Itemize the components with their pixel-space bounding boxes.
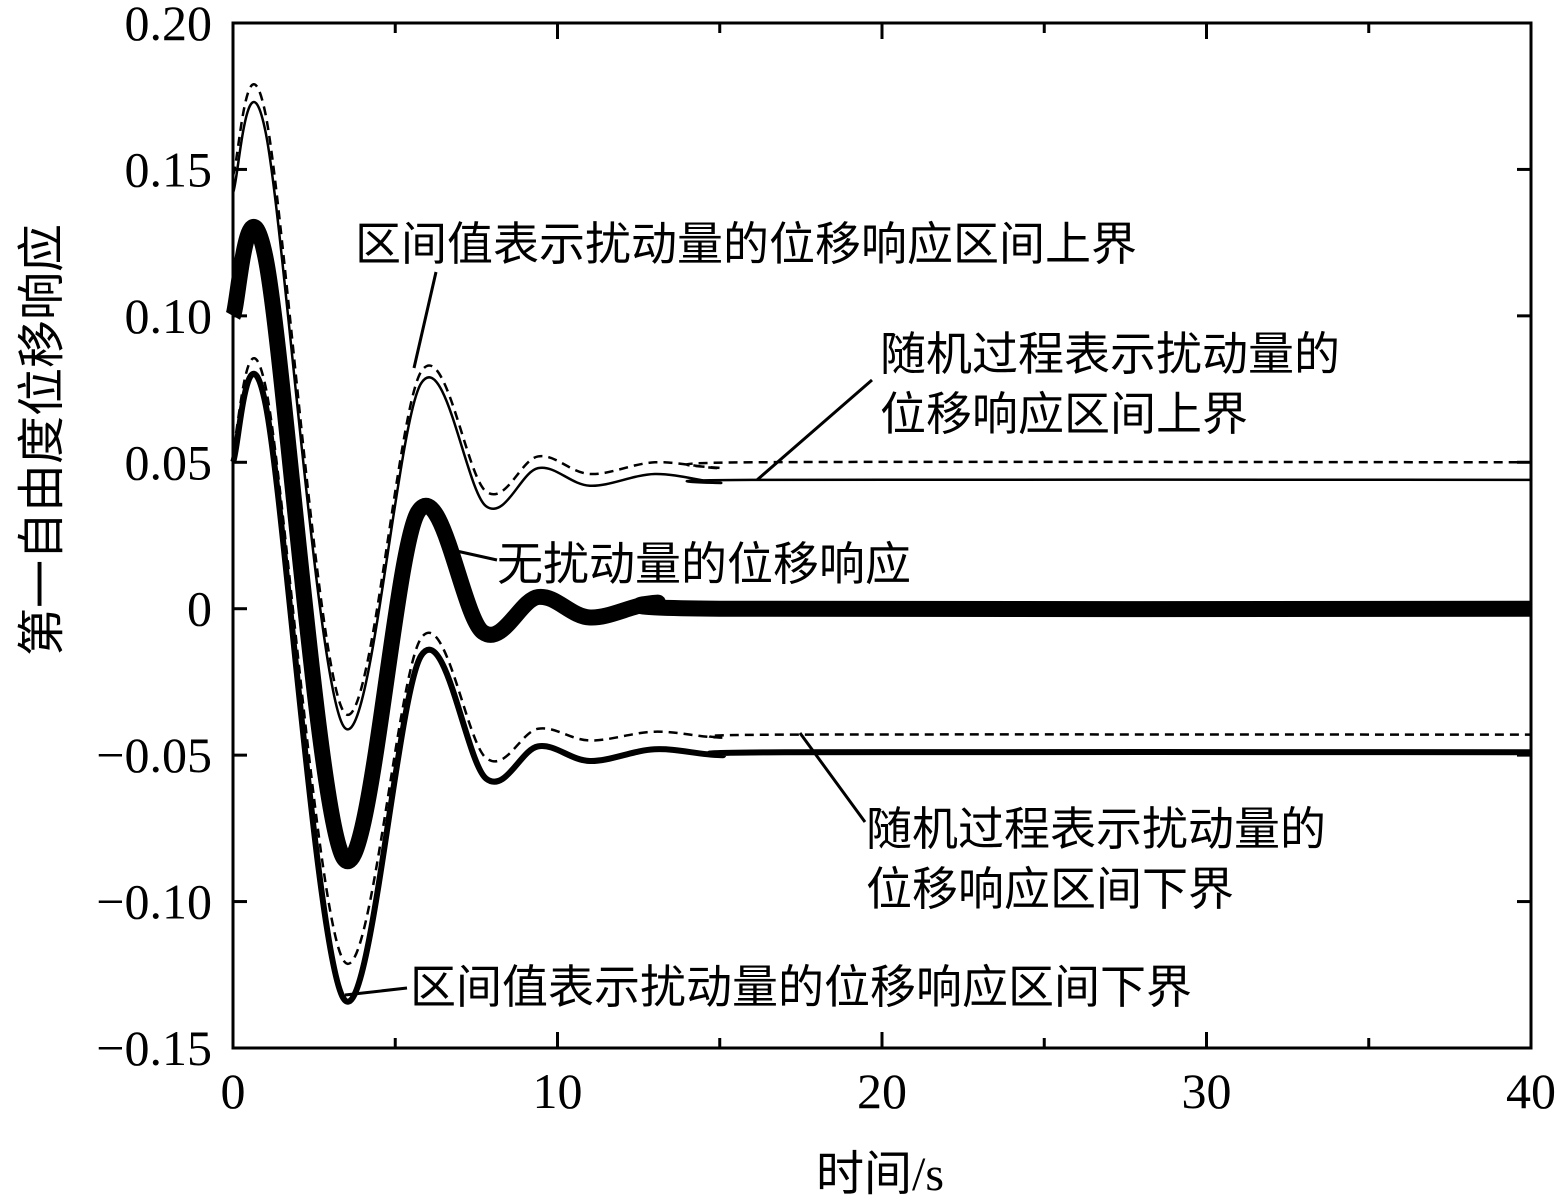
annotation-nominal: 无扰动量的位移响应 [497, 539, 911, 590]
series-interval-lower [230, 370, 1532, 1005]
annotation-interval-lower: 区间值表示扰动量的位移响应区间下界 [410, 962, 1192, 1013]
y-axis-label: 第一自由度位移响应 [16, 224, 69, 656]
series-interval-upper [231, 100, 1532, 731]
x-tick-label: 20 [857, 1063, 907, 1119]
x-tick-label: 30 [1182, 1063, 1232, 1119]
y-tick-label: 0.15 [125, 141, 213, 197]
tick-labels: 0 10 20 30 40 −0.15 −0.10 −0.05 0 0.05 0.10 0.15 0.2… [96, 0, 1556, 1119]
annotation-random-upper-line1: 随机过程表示扰动量的 [880, 329, 1340, 380]
y-tick-label: −0.10 [96, 874, 212, 930]
y-tick-label: −0.15 [96, 1020, 212, 1076]
series-random-upper [231, 83, 1532, 716]
ticks [231, 21, 1533, 1050]
y-tick-label: 0.05 [125, 434, 213, 490]
annotation-random-lower-line1: 随机过程表示扰动量的 [866, 804, 1326, 855]
annotation-interval-upper: 区间值表示扰动量的位移响应区间上界 [355, 219, 1137, 270]
leader-random-upper [756, 378, 873, 482]
leader-interval-upper [412, 271, 438, 369]
x-tick-label: 0 [221, 1063, 246, 1119]
curves [225, 83, 1532, 1005]
series-nominal [225, 218, 1532, 870]
annotations [344, 271, 873, 997]
annotation-random-lower-line2: 位移响应区间下界 [866, 864, 1234, 915]
y-tick-label: −0.05 [96, 727, 212, 783]
y-tick-label: 0 [187, 581, 212, 637]
x-axis-label: 时间/s [816, 1148, 944, 1200]
leader-nominal [451, 548, 498, 562]
leader-interval-lower [344, 986, 408, 997]
leader-random-lower [798, 732, 867, 823]
x-tick-label: 40 [1506, 1063, 1556, 1119]
x-tick-label: 10 [533, 1063, 583, 1119]
y-tick-label: 0.10 [125, 288, 213, 344]
annotation-random-upper-line2: 位移响应区间上界 [880, 389, 1248, 440]
y-tick-label: 0.20 [125, 0, 213, 51]
